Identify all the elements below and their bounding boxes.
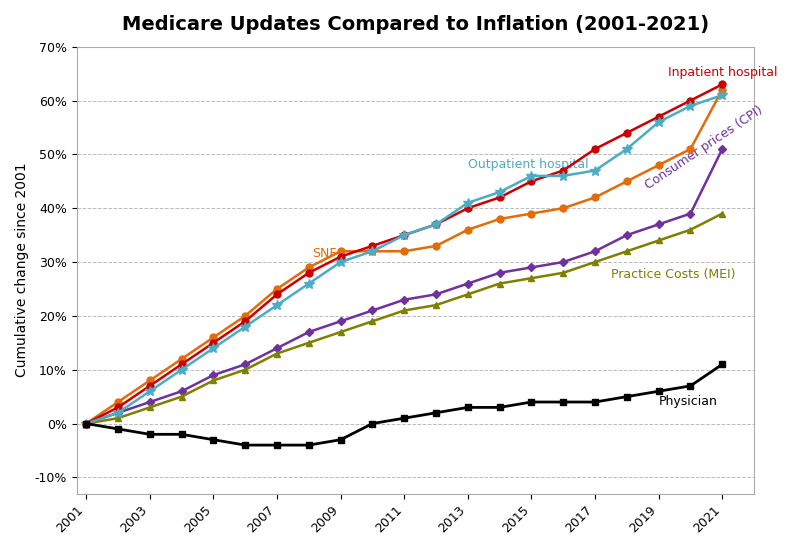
Y-axis label: Cumulative change since 2001: Cumulative change since 2001 xyxy=(15,163,29,377)
Text: Consumer prices (CPI): Consumer prices (CPI) xyxy=(642,104,766,192)
Title: Medicare Updates Compared to Inflation (2001-2021): Medicare Updates Compared to Inflation (… xyxy=(122,15,709,34)
Text: Physician: Physician xyxy=(658,395,718,408)
Text: SNF: SNF xyxy=(312,246,337,260)
Text: Inpatient hospital: Inpatient hospital xyxy=(668,67,778,79)
Text: Practice Costs (MEI): Practice Costs (MEI) xyxy=(611,268,735,281)
Text: Outpatient hospital: Outpatient hospital xyxy=(468,158,589,171)
